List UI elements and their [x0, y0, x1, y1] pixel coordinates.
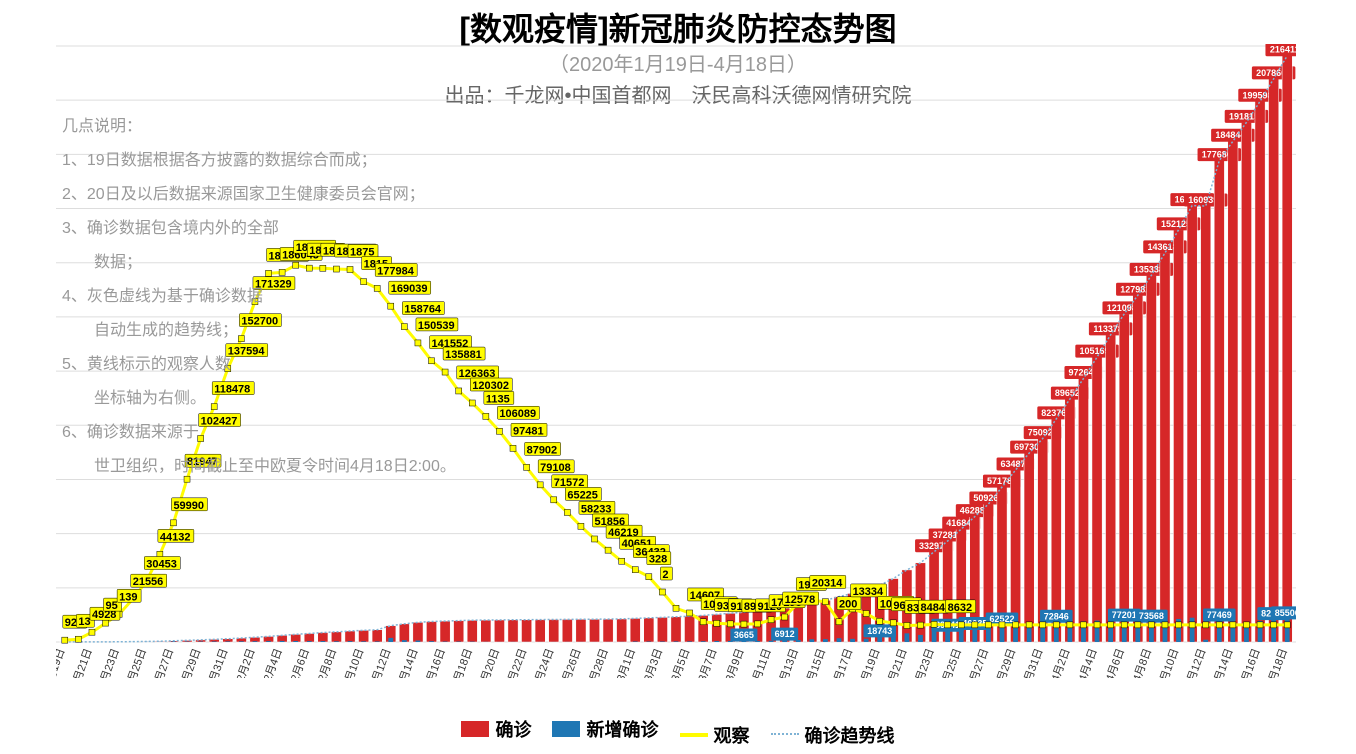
svg-text:4月2日: 4月2日: [1050, 647, 1073, 678]
svg-text:3月7日: 3月7日: [697, 647, 720, 678]
svg-text:3月23日: 3月23日: [912, 647, 937, 678]
svg-text:3月19日: 3月19日: [857, 647, 882, 678]
svg-text:4月16日: 4月16日: [1238, 647, 1263, 678]
svg-text:1月27日: 1月27日: [151, 647, 176, 678]
svg-text:2月12日: 2月12日: [369, 647, 394, 678]
svg-text:1月21日: 1月21日: [70, 647, 95, 678]
svg-text:3月3日: 3月3日: [642, 647, 665, 678]
svg-text:4月8日: 4月8日: [1131, 647, 1154, 678]
svg-text:77469: 77469: [1207, 610, 1232, 620]
svg-text:8484: 8484: [920, 602, 945, 614]
svg-text:59990: 59990: [173, 500, 204, 512]
svg-text:30453: 30453: [146, 559, 177, 571]
svg-text:200: 200: [839, 599, 857, 611]
notes-header: 几点说明：: [62, 110, 456, 144]
svg-text:95: 95: [106, 600, 118, 612]
svg-text:2月16日: 2月16日: [423, 647, 448, 678]
notes-line: 3、确诊数据包含境内外的全部: [62, 212, 456, 246]
svg-text:12578: 12578: [785, 594, 816, 606]
svg-text:3665: 3665: [734, 630, 754, 640]
svg-text:2月2日: 2月2日: [235, 647, 258, 678]
svg-text:3月31日: 3月31日: [1020, 647, 1045, 678]
notes-line: 4、灰色虚线为基于确诊数据: [62, 280, 456, 314]
svg-text:3月17日: 3月17日: [830, 647, 855, 678]
svg-text:21556: 21556: [133, 576, 164, 588]
svg-text:106089: 106089: [499, 408, 536, 420]
svg-text:4月6日: 4月6日: [1104, 647, 1127, 678]
notes-line: 自动生成的趋势线；: [62, 314, 456, 348]
svg-text:2月18日: 2月18日: [450, 647, 475, 678]
svg-text:2月20日: 2月20日: [477, 647, 502, 678]
notes-line: 坐标轴为右侧。: [62, 382, 456, 416]
notes-line: 6、确诊数据来源于: [62, 416, 456, 450]
svg-text:2月14日: 2月14日: [396, 647, 421, 678]
svg-text:6912: 6912: [775, 629, 795, 639]
svg-text:3月9日: 3月9日: [724, 647, 747, 678]
svg-text:2月8日: 2月8日: [316, 647, 339, 678]
svg-text:2月24日: 2月24日: [531, 647, 556, 678]
svg-text:3月11日: 3月11日: [749, 647, 774, 678]
chart-title: [数观疫情]新冠肺炎防控态势图: [0, 0, 1356, 50]
svg-text:1月19日: 1月19日: [56, 647, 68, 678]
svg-text:4月14日: 4月14日: [1211, 647, 1236, 678]
legend-item-new: 新增确诊: [552, 716, 658, 742]
svg-text:2月4日: 2月4日: [262, 647, 285, 678]
svg-text:1135: 1135: [486, 393, 510, 405]
notes-line: 5、黄线标示的观察人数: [62, 348, 456, 382]
svg-text:3月29日: 3月29日: [993, 647, 1018, 678]
chart-container: [数观疫情]新冠肺炎防控态势图 （2020年1月19日-4月18日） 出品：千龙…: [0, 0, 1356, 754]
svg-text:79108: 79108: [540, 462, 571, 474]
svg-text:72846: 72846: [1044, 611, 1069, 621]
notes-line: 1、19日数据根据各方披露的数据综合而成；: [62, 144, 456, 178]
svg-text:3月5日: 3月5日: [669, 647, 692, 678]
notes-line: 世卫组织，时间截止至中欧夏令时间4月18日2:00。: [62, 450, 456, 484]
legend-item-confirmed: 确诊: [461, 716, 531, 742]
svg-text:87902: 87902: [527, 444, 558, 456]
svg-text:2月6日: 2月6日: [289, 647, 312, 678]
svg-text:3月1日: 3月1日: [615, 647, 638, 678]
legend-item-observed: 观察: [680, 722, 750, 748]
svg-text:2月10日: 2月10日: [341, 647, 366, 678]
svg-text:3月13日: 3月13日: [776, 647, 801, 678]
svg-text:2月28日: 2月28日: [586, 647, 611, 678]
notes-block: 几点说明： 1、19日数据根据各方披露的数据综合而成； 2、20日及以后数据来源…: [62, 110, 456, 484]
svg-text:85506: 85506: [1275, 608, 1296, 618]
svg-text:2月22日: 2月22日: [504, 647, 529, 678]
svg-text:4月10日: 4月10日: [1156, 647, 1181, 678]
svg-text:139: 139: [119, 591, 137, 603]
notes-line: 2、20日及以后数据来源国家卫生健康委员会官网；: [62, 178, 456, 212]
svg-text:3月27日: 3月27日: [966, 647, 991, 678]
svg-text:4月4日: 4月4日: [1077, 647, 1100, 678]
notes-line: 数据；: [62, 246, 456, 280]
svg-text:1月25日: 1月25日: [124, 647, 149, 678]
svg-text:4月12日: 4月12日: [1183, 647, 1208, 678]
svg-text:58233: 58233: [581, 503, 612, 515]
svg-text:20314: 20314: [812, 577, 843, 589]
svg-text:65225: 65225: [567, 489, 598, 501]
svg-text:328: 328: [649, 554, 667, 566]
svg-text:18743: 18743: [867, 626, 892, 636]
svg-text:13: 13: [78, 616, 90, 628]
svg-text:3月25日: 3月25日: [939, 647, 964, 678]
svg-text:1月31日: 1月31日: [206, 647, 231, 678]
svg-text:73568: 73568: [1139, 611, 1164, 621]
svg-text:71572: 71572: [554, 477, 585, 489]
svg-text:44132: 44132: [160, 531, 191, 543]
svg-text:77201: 77201: [1112, 610, 1137, 620]
svg-text:2月26日: 2月26日: [559, 647, 584, 678]
svg-text:1月23日: 1月23日: [97, 647, 122, 678]
svg-text:4月18日: 4月18日: [1265, 647, 1290, 678]
svg-text:8632: 8632: [948, 602, 972, 614]
legend: 确诊 新增确诊 观察 确诊趋势线: [0, 716, 1356, 748]
svg-text:2164118: 2164118: [1270, 45, 1296, 55]
svg-text:3月21日: 3月21日: [885, 647, 910, 678]
svg-text:1月29日: 1月29日: [178, 647, 203, 678]
svg-text:97481: 97481: [513, 425, 544, 437]
svg-text:2: 2: [662, 569, 668, 581]
legend-item-trend: 确诊趋势线: [771, 722, 895, 748]
svg-text:3月15日: 3月15日: [803, 647, 828, 678]
svg-text:120302: 120302: [472, 380, 509, 392]
